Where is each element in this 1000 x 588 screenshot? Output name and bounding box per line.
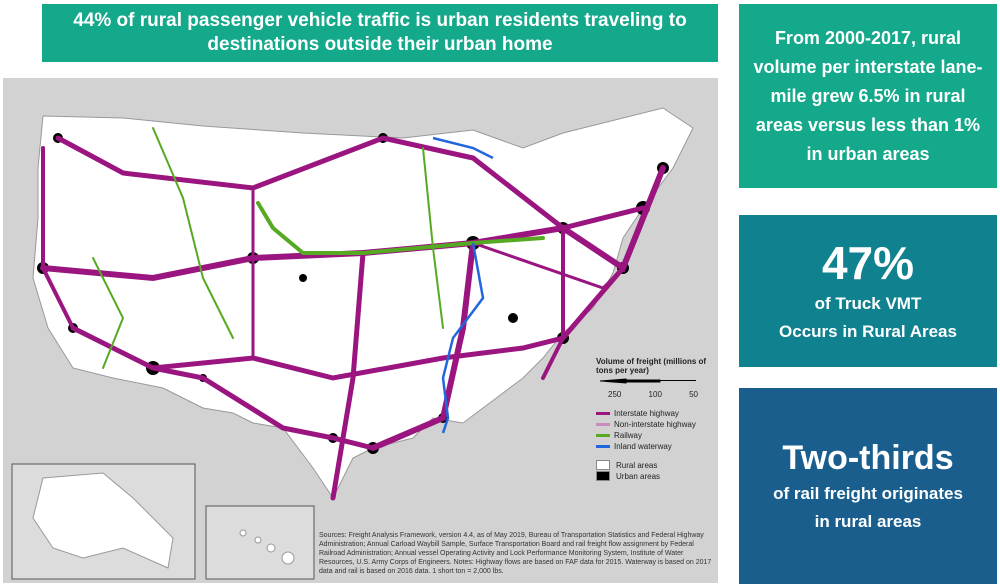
headline-banner: 44% of rural passenger vehicle traffic i… [42, 4, 718, 62]
stat-line-2: in rural areas [814, 512, 922, 531]
us-map-svg [11, 107, 694, 580]
legend-item-label: Inland waterway [614, 441, 672, 451]
scale-tick-100: 100 [648, 390, 662, 399]
scale-tick-50: 50 [689, 390, 698, 399]
legend-item-label: Interstate highway [614, 408, 679, 418]
legend-item-label: Railway [614, 430, 643, 440]
legend-item-urban: Urban areas [596, 471, 718, 481]
urban-swatch [596, 471, 610, 481]
legend-item-non-interstate: Non-interstate highway [596, 419, 718, 429]
waterway-swatch [596, 444, 610, 448]
rural-swatch [596, 460, 610, 470]
stat-panel-rail-freight: Two-thirds of rail freight originates in… [739, 388, 997, 584]
stat-text: From 2000-2017, rural volume per interst… [753, 27, 983, 164]
legend-item-interstate: Interstate highway [596, 408, 718, 418]
interstate-swatch [596, 411, 610, 415]
inland-waterways [432, 136, 494, 434]
freight-map [3, 78, 718, 583]
railway-swatch [596, 433, 610, 437]
scale-tick-250: 250 [608, 390, 622, 399]
stat-value: 47% [821, 237, 915, 289]
stat-line-2: Occurs in Rural Areas [779, 322, 957, 341]
legend-item-label: Rural areas [616, 460, 658, 470]
legend-item-label: Urban areas [616, 471, 661, 481]
non-interstate-swatch [596, 422, 610, 426]
legend-item-railway: Railway [596, 430, 718, 440]
stat-line-1: of rail freight originates [773, 484, 963, 503]
headline-text: 44% of rural passenger vehicle traffic i… [73, 10, 687, 55]
legend-item-label: Non-interstate highway [614, 419, 696, 429]
stat-panel-truck-vmt: 47% of Truck VMT Occurs in Rural Areas [739, 215, 997, 367]
interstate-highways [40, 135, 666, 501]
map-legend: Volume of freight (millions of tons per … [596, 357, 718, 481]
contiguous-us-shape [32, 107, 694, 499]
stat-line-1: of Truck VMT [814, 294, 922, 313]
volume-scale-ticks: 250 100 50 [608, 390, 698, 399]
legend-item-waterway: Inland waterway [596, 441, 718, 451]
sources-note: Sources: Freight Analysis Framework, ver… [319, 532, 712, 575]
legend-item-rural: Rural areas [596, 460, 718, 470]
alaska-shape [32, 472, 174, 569]
stat-panel-lane-mile: From 2000-2017, rural volume per interst… [739, 4, 997, 188]
hawaii-shape [239, 529, 295, 565]
stat-value: Two-thirds [782, 439, 954, 477]
legend-title: Volume of freight (millions of tons per … [596, 357, 707, 375]
volume-scale-bar [599, 378, 696, 384]
railways [92, 127, 545, 369]
